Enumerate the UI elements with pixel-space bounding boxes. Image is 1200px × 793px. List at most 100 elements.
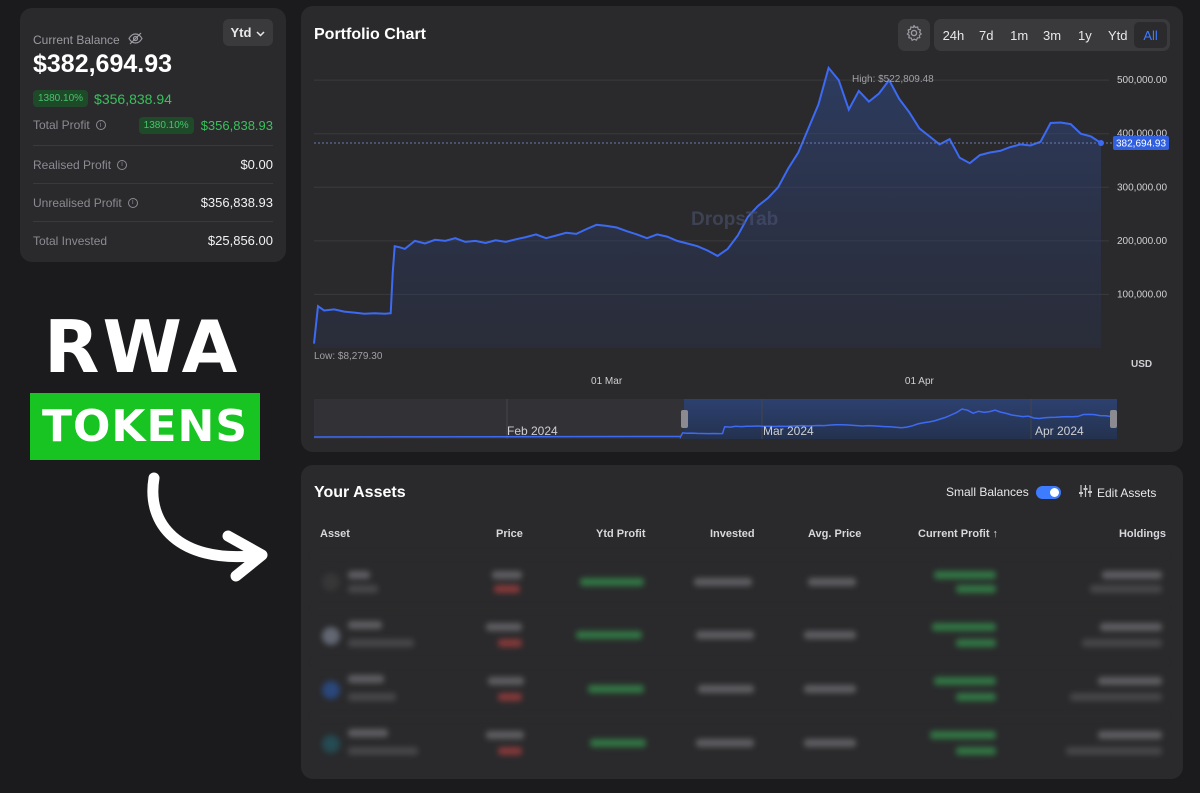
asset-current-profit-pct	[956, 585, 996, 593]
asset-avg-price	[804, 685, 856, 693]
balance-change: 1380.10% $356,838.94	[33, 90, 172, 107]
navigator-selection[interactable]	[684, 399, 1117, 439]
period-dropdown-label: Ytd	[230, 25, 252, 40]
asset-ytd-profit	[588, 685, 644, 693]
chart-settings-button[interactable]	[898, 19, 930, 51]
stat-value: $356,838.93	[200, 195, 273, 210]
asset-current-profit-pct	[956, 693, 996, 701]
navigator-label: Feb 2024	[507, 424, 558, 438]
range-ytd[interactable]: Ytd	[1107, 27, 1128, 43]
time-range-selector: 24h 7d 1m 3m 1y Ytd All	[934, 19, 1170, 51]
high-label: High: $522,809.48	[852, 74, 934, 85]
stat-label-wrap: Unrealised Profit i	[33, 196, 138, 210]
y-tick-label: 100,000.00	[1117, 289, 1167, 300]
asset-current-profit	[934, 677, 996, 685]
asset-icon	[322, 735, 340, 753]
stat-value: $0.00	[240, 157, 273, 172]
asset-avg-price	[804, 631, 856, 639]
range-7d[interactable]: 7d	[979, 27, 994, 43]
period-dropdown[interactable]: Ytd	[223, 19, 273, 46]
current-value-dot	[1098, 139, 1104, 146]
navigator-label: Mar 2024	[763, 424, 814, 438]
x-tick-label: 01 Apr	[905, 376, 935, 387]
asset-price	[486, 623, 522, 631]
asset-holdings-amount	[1070, 693, 1162, 701]
asset-holdings-value	[1098, 677, 1162, 685]
sliders-icon	[1079, 485, 1092, 500]
asset-name	[348, 639, 414, 647]
navigator-right-handle[interactable]	[1110, 410, 1117, 428]
edit-assets-button[interactable]: Edit Assets	[1079, 485, 1156, 500]
watermark-text: DropsTab	[691, 209, 778, 230]
asset-current-profit-pct	[956, 639, 996, 647]
y-tick-label: 500,000.00	[1117, 75, 1167, 86]
y-tick-label: 300,000.00	[1117, 182, 1167, 193]
promo-tokens-text: TOKENS	[41, 401, 249, 452]
currency-label: USD	[1131, 359, 1152, 370]
current-value-text: 382,694.93	[1116, 138, 1166, 149]
asset-symbol	[348, 621, 382, 629]
col-current-profit[interactable]: Current Profit ↑	[918, 528, 999, 540]
table-row[interactable]	[314, 662, 1166, 715]
range-all[interactable]: All	[1134, 22, 1168, 48]
asset-icon	[322, 573, 340, 591]
gear-icon	[905, 24, 923, 47]
range-24h[interactable]: 24h	[942, 27, 965, 43]
info-icon[interactable]: i	[95, 120, 106, 130]
eye-off-icon[interactable]	[128, 32, 143, 48]
portfolio-chart[interactable]: DropsTab 100,000.00 200,000.00 300,000.00 4…	[301, 6, 1183, 452]
small-balances-label: Small Balances	[946, 485, 1029, 499]
asset-name	[348, 747, 418, 755]
col-ytd-profit[interactable]: Ytd Profit	[596, 528, 646, 540]
asset-symbol	[348, 729, 388, 737]
asset-name	[348, 693, 396, 701]
y-tick-label: 200,000.00	[1117, 236, 1167, 247]
portfolio-chart-card: DropsTab 100,000.00 200,000.00 300,000.00 4…	[301, 6, 1183, 452]
assets-table-header: Asset Price Ytd Profit Invested Avg. Pri…	[314, 528, 1166, 542]
asset-icon	[322, 681, 340, 699]
table-row[interactable]	[314, 608, 1166, 661]
col-asset[interactable]: Asset	[320, 528, 350, 540]
stat-label: Realised Profit	[33, 157, 112, 172]
chevron-down-icon	[256, 25, 265, 40]
stat-row-realised-profit: Realised Profit i $0.00	[33, 145, 273, 183]
range-navigator[interactable]: Feb 2024 Mar 2024 Apr 2024	[313, 399, 1117, 440]
stat-value: $356,838.93	[200, 117, 273, 133]
asset-holdings-value	[1098, 731, 1162, 739]
range-1m[interactable]: 1m	[1010, 27, 1029, 43]
chart-title: Portfolio Chart	[314, 26, 426, 43]
col-avg-price[interactable]: Avg. Price	[808, 528, 862, 540]
asset-current-profit	[930, 731, 996, 739]
table-row[interactable]	[314, 716, 1166, 769]
asset-price-change	[494, 585, 520, 593]
low-label: Low: $8,279.30	[314, 351, 383, 362]
asset-price	[486, 731, 524, 739]
asset-price	[488, 677, 524, 685]
navigator-label: Apr 2024	[1035, 424, 1084, 438]
asset-ytd-profit	[580, 578, 644, 586]
small-balances-toggle[interactable]	[1035, 485, 1061, 499]
col-price[interactable]: Price	[496, 528, 523, 540]
range-3m[interactable]: 3m	[1042, 27, 1062, 43]
info-icon[interactable]: i	[127, 197, 138, 208]
navigator-line	[313, 408, 1112, 440]
col-invested[interactable]: Invested	[710, 528, 755, 540]
stat-label: Unrealised Profit	[33, 195, 122, 210]
asset-ytd-profit	[576, 631, 642, 639]
col-holdings[interactable]: Holdings	[1118, 528, 1166, 540]
table-row[interactable]	[314, 554, 1166, 607]
current-value-badge	[1113, 135, 1169, 150]
stat-value: $25,856.00	[207, 233, 273, 248]
asset-invested	[694, 578, 752, 586]
navigator-left-handle[interactable]	[681, 410, 688, 428]
stat-value-wrap: 1380.10% $356,838.93	[138, 116, 273, 134]
promo-rwa-text: RWA	[44, 305, 241, 389]
small-balances-control: Small Balances	[946, 485, 1061, 499]
asset-icon	[322, 627, 340, 645]
range-1y[interactable]: 1y	[1078, 27, 1092, 43]
asset-ytd-profit	[590, 739, 646, 747]
balance-card: Current Balance Ytd $382,694.93 1380.10%…	[20, 8, 286, 262]
asset-holdings-value	[1102, 571, 1162, 579]
info-icon[interactable]: i	[117, 159, 128, 170]
asset-holdings-amount	[1082, 639, 1162, 647]
